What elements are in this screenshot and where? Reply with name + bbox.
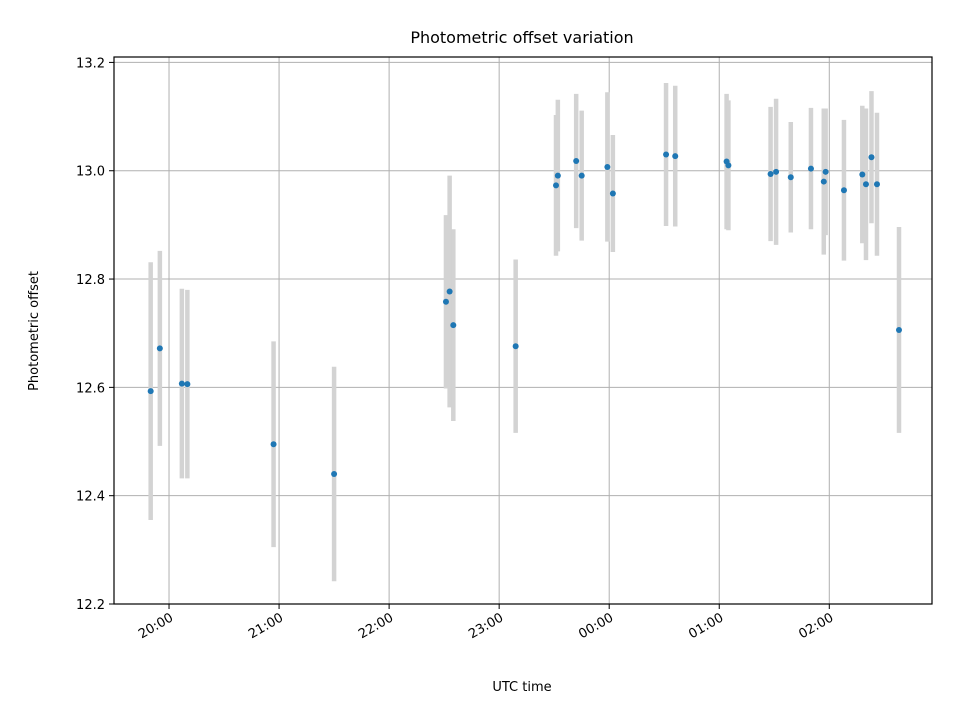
- data-point: [672, 153, 679, 160]
- data-point: [807, 165, 814, 172]
- data-point: [442, 298, 449, 305]
- y-tick-label: 12.4: [76, 490, 105, 505]
- data-point: [147, 388, 154, 395]
- y-axis: 12.2 12.4 12.6 12.8 13.0 13.2: [76, 56, 114, 613]
- data-point: [604, 163, 611, 170]
- data-point: [725, 162, 732, 169]
- data-point: [450, 322, 457, 329]
- y-axis-label: Photometric offset: [27, 271, 42, 391]
- data-point: [178, 380, 185, 387]
- data-point: [895, 326, 902, 333]
- x-tick-label: 20:00: [136, 610, 176, 642]
- y-tick-label: 13.2: [76, 56, 105, 71]
- x-tick-label: 02:00: [796, 610, 836, 642]
- x-tick-label: 22:00: [356, 610, 396, 642]
- data-point: [873, 181, 880, 188]
- data-point: [553, 182, 560, 189]
- data-point: [663, 151, 670, 158]
- data-point: [156, 345, 163, 352]
- data-point: [859, 171, 866, 178]
- data-point: [822, 168, 829, 175]
- data-point: [446, 288, 453, 295]
- x-axis: 20:00 21:00 22:00 23:00 00:00 01:00 02:00: [136, 604, 836, 642]
- data-point: [820, 178, 827, 185]
- x-tick-label: 21:00: [246, 610, 286, 642]
- errorbars: [148, 82, 902, 582]
- x-tick-label: 23:00: [466, 610, 506, 642]
- data-points: [147, 151, 902, 478]
- data-point: [767, 170, 774, 177]
- data-point: [609, 190, 616, 197]
- y-tick-label: 12.8: [76, 273, 105, 288]
- data-point: [573, 157, 580, 164]
- x-tick-label: 01:00: [686, 610, 726, 642]
- plot-frame: [113, 56, 933, 605]
- chart-title: Photometric offset variation: [410, 28, 633, 47]
- data-point: [840, 187, 847, 194]
- data-point: [578, 172, 585, 179]
- x-tick-label: 00:00: [576, 610, 616, 642]
- data-point: [270, 441, 277, 448]
- y-tick-label: 12.6: [76, 381, 105, 396]
- y-tick-label: 13.0: [76, 165, 105, 180]
- y-tick-label: 12.2: [76, 598, 105, 613]
- data-point: [184, 381, 191, 388]
- data-point: [862, 181, 869, 188]
- data-point: [787, 174, 794, 181]
- data-point: [554, 172, 561, 179]
- x-axis-label: UTC time: [492, 680, 551, 695]
- data-point: [512, 343, 519, 350]
- data-point: [868, 154, 875, 161]
- data-point: [773, 168, 780, 175]
- data-point: [331, 471, 338, 478]
